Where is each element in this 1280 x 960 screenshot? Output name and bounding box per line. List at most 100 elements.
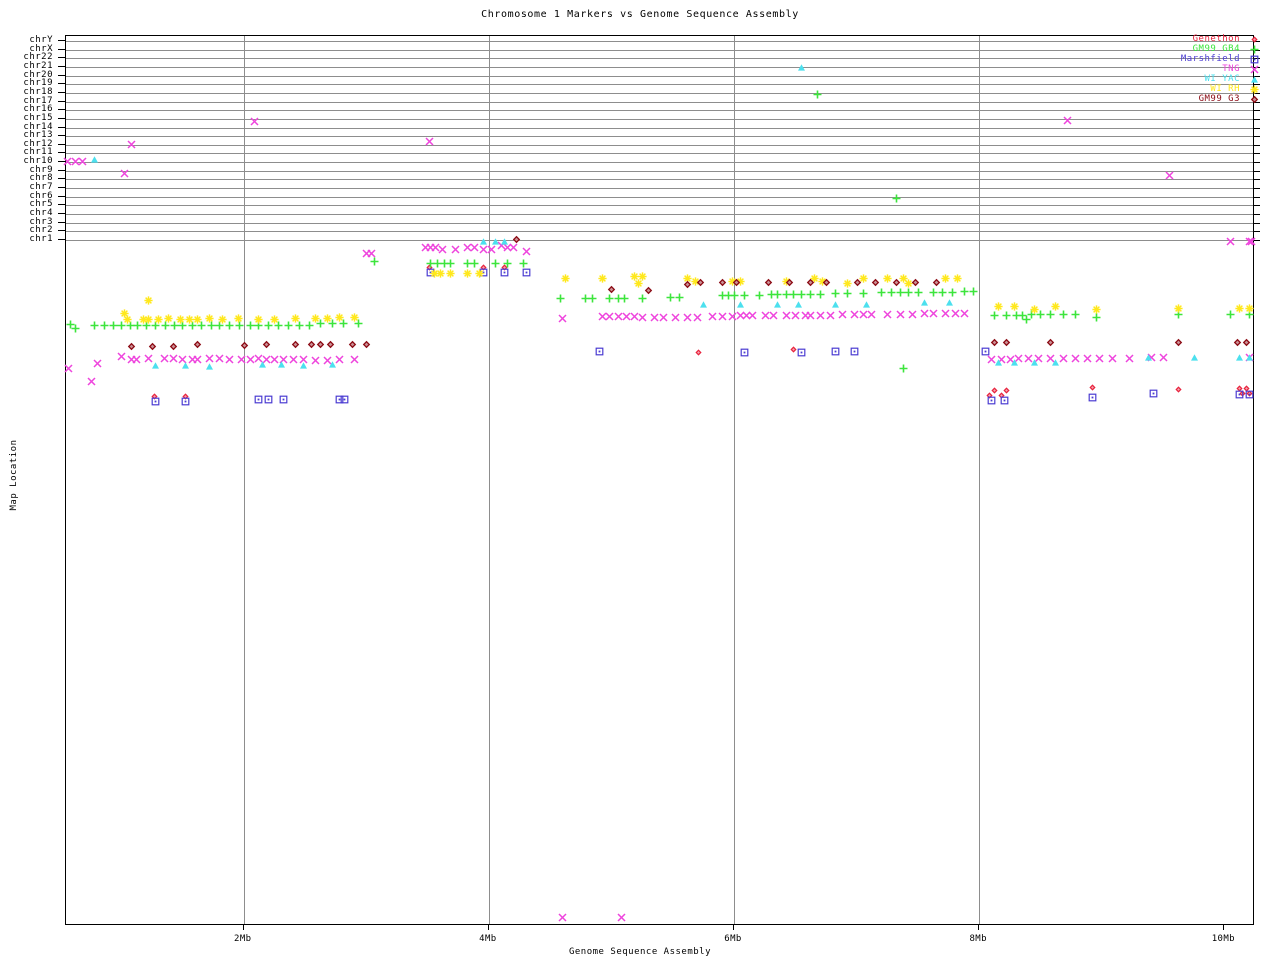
- data-point-wi-yac: [492, 238, 500, 245]
- data-point-gm99-g3: [871, 278, 880, 287]
- y-axis-label-chr17: chr17: [23, 95, 53, 106]
- data-point-gm99-gb4: [225, 321, 234, 330]
- data-point-gm99-g3: [292, 340, 300, 349]
- data-point-tng: [178, 355, 187, 364]
- legend-entry-wi-yac[interactable]: WI YAC: [1126, 74, 1266, 84]
- data-point-gm99-gb4: [295, 321, 304, 330]
- x-axis-tick: [1223, 925, 1225, 930]
- y-axis-tick: [58, 91, 65, 93]
- data-point-wi-yac: [831, 301, 839, 308]
- data-point-wi-yac: [921, 299, 929, 306]
- gridline: [66, 92, 1253, 94]
- data-point-gm99-g3: [363, 340, 371, 349]
- data-point-genethon: [1089, 384, 1096, 391]
- gridline: [66, 240, 1253, 241]
- data-point-marshfield: [1088, 393, 1097, 402]
- data-point-gm99-g3: [990, 338, 999, 347]
- legend-entry-tng[interactable]: TNG: [1126, 64, 1266, 74]
- data-point-tng: [71, 157, 80, 166]
- legend-entry-marshfield[interactable]: Marshfield: [1126, 54, 1266, 64]
- data-point-genethon: [1243, 385, 1251, 392]
- data-point-wi-rh: [683, 274, 693, 283]
- y-axis-tick-right: [1253, 170, 1260, 172]
- data-point-tng: [850, 310, 859, 319]
- gridline: [66, 118, 1253, 120]
- data-point-wi-rh: [463, 269, 472, 278]
- data-point-gm99-gb4: [426, 259, 435, 268]
- y-axis-tick-right: [1253, 110, 1260, 112]
- x-axis-tick: [242, 925, 244, 930]
- legend-entry-gm99-gb4[interactable]: GM99 GB4: [1126, 44, 1266, 54]
- data-point-tng: [132, 355, 141, 364]
- data-point-tng: [867, 310, 876, 319]
- data-point-genethon: [1238, 390, 1246, 397]
- data-point-tng: [718, 312, 727, 321]
- gridline: [66, 127, 1253, 129]
- y-axis-tick: [58, 169, 65, 171]
- data-point-wi-rh: [843, 279, 852, 288]
- y-axis-tick-right: [1253, 118, 1260, 120]
- data-point-tng: [908, 310, 917, 319]
- legend-entry-wi-rh[interactable]: WI RH: [1126, 84, 1266, 94]
- y-axis-tick: [58, 40, 65, 41]
- data-point-gm99-gb4: [178, 321, 187, 330]
- data-point-gm99-gb4: [470, 259, 479, 268]
- data-point-gm99-g3: [892, 278, 901, 287]
- data-point-wi-yac: [798, 64, 806, 71]
- gridline: [66, 49, 1253, 51]
- data-point-wi-yac: [945, 299, 953, 306]
- data-point-marshfield: [335, 395, 344, 404]
- data-point-wi-rh: [598, 274, 607, 283]
- legend-label: GM99 GB4: [1192, 44, 1240, 54]
- data-point-gm99-gb4: [938, 288, 947, 297]
- data-point-gm99-g3: [307, 340, 316, 349]
- data-point-wi-yac: [152, 362, 160, 369]
- data-point-gm99-gb4: [990, 311, 999, 320]
- data-point-tng: [438, 245, 447, 254]
- y-axis-tick-right: [1253, 162, 1260, 164]
- data-point-gm99-gb4: [170, 321, 179, 330]
- data-point-wi-yac: [773, 301, 781, 308]
- data-point-tng: [463, 243, 472, 252]
- data-point-gm99-gb4: [1022, 315, 1031, 324]
- data-point-gm99-g3: [912, 278, 920, 287]
- data-point-tng: [1059, 354, 1068, 363]
- data-point-wi-yac: [1010, 359, 1018, 366]
- gridline: [66, 41, 1253, 42]
- y-axis-label-chr22: chr22: [23, 52, 53, 63]
- data-point-gm99-g3: [645, 286, 653, 295]
- y-axis-tick: [58, 65, 65, 67]
- legend-entry-gm99-g3[interactable]: GM99 G3: [1126, 94, 1266, 104]
- data-point-tng: [215, 354, 224, 363]
- gridline: [66, 214, 1253, 216]
- gridline: [66, 205, 1253, 207]
- data-point-wi-rh: [144, 296, 153, 305]
- data-point-gm99-gb4: [90, 321, 99, 330]
- data-point-gm99-g3: [326, 340, 334, 349]
- data-point-gm99-g3: [718, 278, 726, 287]
- data-point-gm99-gb4: [1245, 310, 1254, 319]
- y-axis-label-chr13: chr13: [23, 130, 53, 141]
- data-point-gm99-gb4: [556, 294, 565, 303]
- data-point-wi-rh: [781, 277, 791, 286]
- y-axis-label-chrX: chrX: [29, 43, 53, 54]
- data-point-tng: [1159, 353, 1168, 362]
- data-point-wi-rh: [691, 277, 700, 286]
- gridline: [66, 231, 1253, 233]
- legend-entry-genethon[interactable]: Genethon: [1126, 34, 1266, 44]
- data-point-gm99-g3: [316, 340, 324, 349]
- data-point-marshfield: [279, 395, 288, 404]
- data-point-genethon: [1236, 385, 1243, 392]
- legend-marker-diamond-small-icon: [1249, 34, 1260, 44]
- data-point-gm99-g3: [127, 342, 136, 351]
- data-point-gm99-gb4: [675, 293, 684, 302]
- data-point-tng: [728, 312, 737, 321]
- data-point-marshfield: [850, 347, 859, 356]
- data-point-wi-yac: [1052, 359, 1060, 366]
- gridline: [66, 75, 1253, 77]
- vertical-gridline: [488, 36, 490, 924]
- data-point-marshfield: [831, 347, 839, 356]
- data-point-gm99-gb4: [215, 321, 224, 330]
- data-point-gm99-gb4: [859, 289, 868, 298]
- data-point-gm99-gb4: [755, 291, 764, 300]
